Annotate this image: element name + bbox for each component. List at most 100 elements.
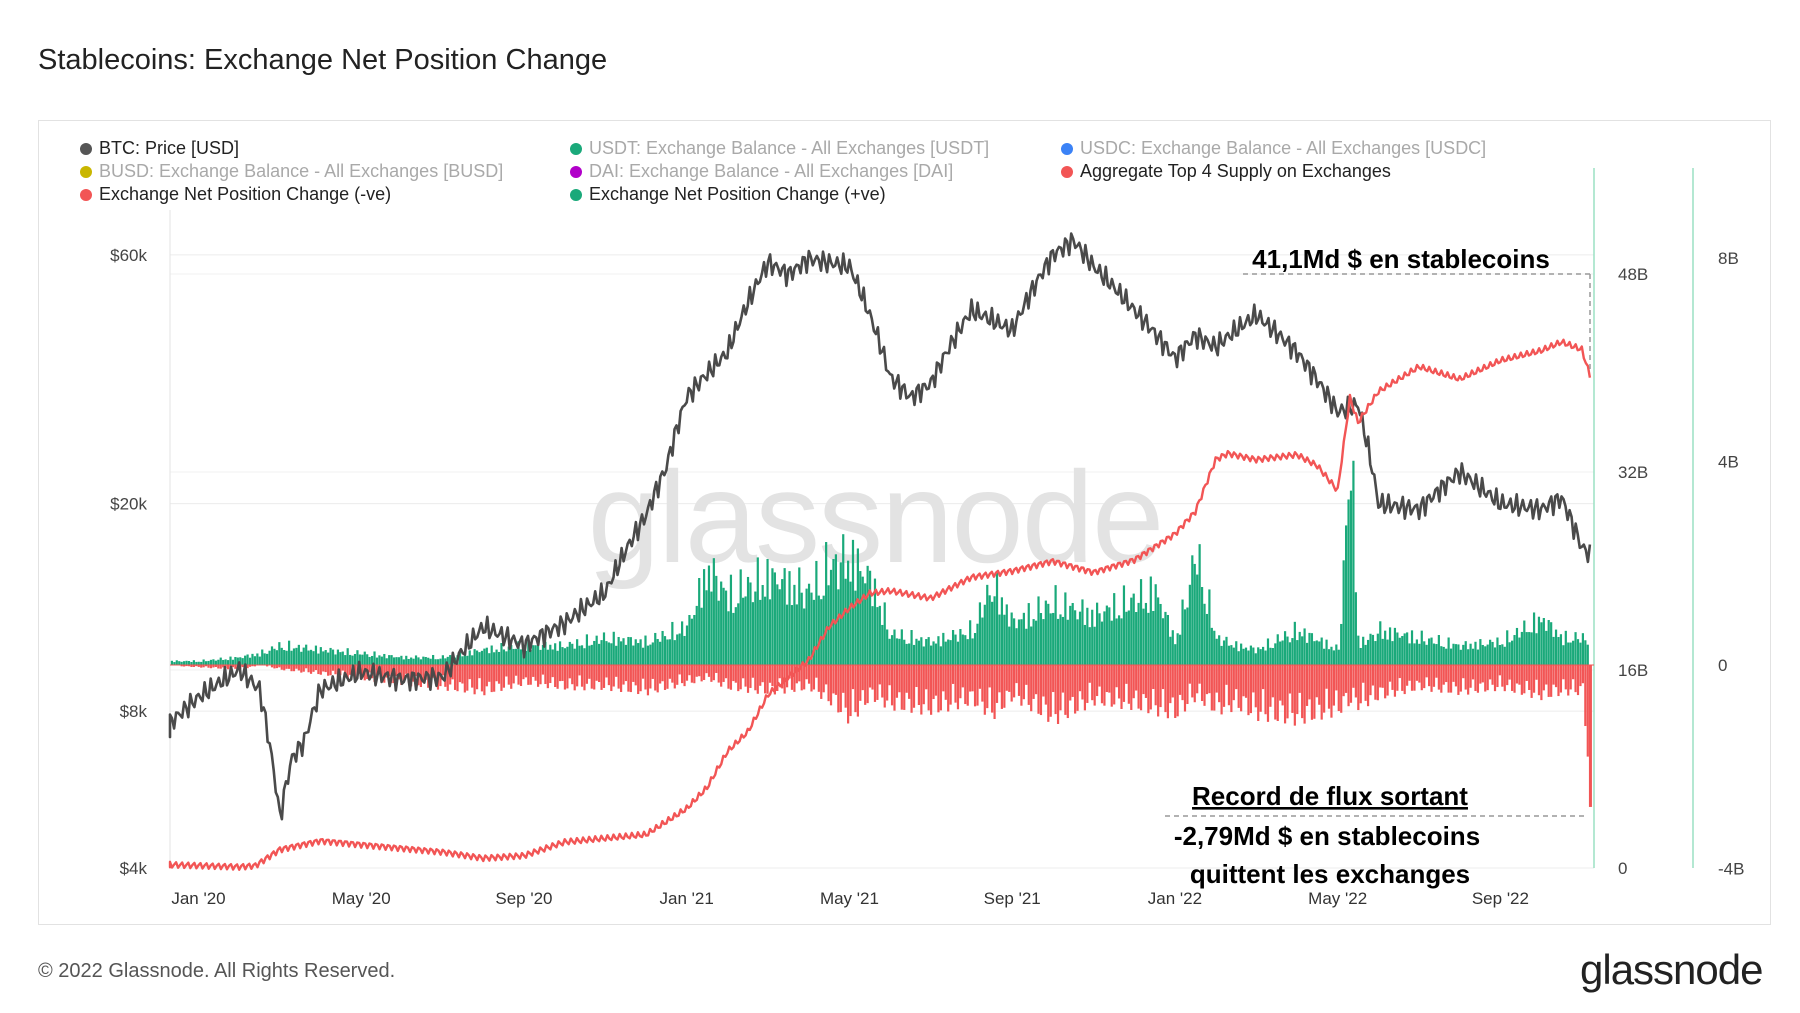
flow-bar-positive (1303, 628, 1306, 665)
flow-bar-positive (1381, 638, 1384, 665)
legend-dot-icon (80, 189, 92, 201)
flow-bar-positive (258, 656, 261, 665)
flow-bar-positive (1369, 633, 1372, 665)
flow-bar-negative (685, 665, 689, 681)
flow-bar-positive (1157, 597, 1160, 665)
flow-bar-negative (561, 665, 564, 681)
flow-bar-negative (1359, 665, 1362, 704)
flow-bar-positive (1039, 613, 1043, 665)
flow-bar-negative (324, 665, 327, 673)
flow-bar-positive (1147, 612, 1150, 665)
flow-bar-positive (544, 641, 547, 665)
flow-bar-positive (895, 638, 899, 665)
flow-bar-positive (1410, 630, 1414, 665)
flow-bar-positive (1327, 649, 1331, 665)
flow-bar-negative (1310, 665, 1314, 720)
flow-bar-positive (1276, 634, 1279, 665)
flow-bar-negative (1037, 665, 1040, 714)
legend-item[interactable]: USDT: Exchange Balance - All Exchanges [… (570, 138, 989, 159)
flow-bar-positive (1515, 627, 1519, 665)
flow-bar-negative (937, 665, 940, 713)
flow-bar-positive (1186, 607, 1189, 665)
flow-bar-negative (649, 665, 652, 689)
flow-bar-positive (309, 649, 313, 665)
flow-bar-positive (1203, 603, 1206, 665)
flow-bar-negative (588, 665, 591, 679)
flow-bar-negative (944, 665, 947, 700)
flow-bar-positive (361, 654, 364, 665)
flow-bar-positive (1117, 615, 1121, 665)
flow-bar-negative (1354, 665, 1357, 698)
flow-bar-positive (1371, 634, 1375, 665)
flow-bar-positive (1115, 618, 1118, 665)
flow-bar-positive (558, 641, 562, 665)
legend-label: Exchange Net Position Change (-ve) (99, 184, 392, 204)
flow-bar-negative (485, 665, 488, 687)
flow-bar-negative (871, 665, 874, 690)
legend-item[interactable]: DAI: Exchange Balance - All Exchanges [D… (570, 161, 953, 182)
legend-item[interactable]: Exchange Net Position Change (+ve) (570, 184, 886, 205)
legend-item[interactable]: Exchange Net Position Change (-ve) (80, 184, 391, 205)
flow-bar-positive (768, 599, 772, 665)
flow-bar-positive (556, 650, 559, 665)
flow-bar-negative (1113, 665, 1116, 705)
flow-bar-negative (1232, 665, 1235, 701)
flow-bar-negative (434, 665, 437, 684)
flow-bar-negative (1515, 665, 1519, 684)
flow-bar-negative (195, 665, 198, 667)
flow-bar-positive (1467, 649, 1470, 665)
flow-bar-negative (702, 665, 706, 680)
flow-bar-negative (1186, 665, 1189, 705)
legend-item[interactable]: BUSD: Exchange Balance - All Exchanges [… (80, 161, 503, 182)
legend-item[interactable]: Aggregate Top 4 Supply on Exchanges (1061, 161, 1391, 182)
flow-bar-negative (1235, 665, 1238, 690)
flow-bar-negative (766, 665, 769, 694)
flow-bar-negative (576, 665, 579, 687)
flow-bar-negative (1388, 665, 1392, 682)
flow-bar-positive (988, 595, 991, 665)
flow-bar-positive (956, 641, 960, 665)
flow-bar-negative (248, 665, 252, 667)
flow-bar-positive (317, 653, 320, 665)
flow-bar-positive (1445, 648, 1448, 665)
flow-bar-negative (1149, 665, 1152, 710)
flow-bar-positive (392, 657, 396, 665)
flow-bar-positive (746, 576, 750, 665)
flow-bar-positive (502, 649, 506, 665)
flow-bar-negative (1276, 665, 1279, 722)
flow-bar-positive (951, 630, 955, 665)
flow-bar-positive (1542, 618, 1545, 665)
flow-bar-positive (1269, 647, 1272, 665)
flow-bar-negative (746, 665, 750, 693)
flow-bar-positive (1393, 627, 1397, 665)
flow-bar-negative (1362, 665, 1365, 683)
flow-bar-positive (1313, 641, 1316, 665)
flow-bar-positive (890, 635, 894, 665)
flow-bar-positive (1347, 499, 1350, 665)
flow-bar-negative (1323, 665, 1326, 713)
flow-bar-positive (236, 657, 239, 665)
flow-bar-positive (224, 659, 227, 665)
flow-bar-positive (1484, 646, 1487, 665)
flow-bar-negative (1249, 665, 1252, 714)
flow-bar-negative (1081, 665, 1084, 700)
legend-item[interactable]: USDC: Exchange Balance - All Exchanges [… (1061, 138, 1486, 159)
flow-bar-positive (1110, 620, 1113, 665)
flow-bar-positive (554, 643, 557, 665)
flow-bar-positive (820, 599, 823, 665)
x-tick-label: May '21 (820, 889, 879, 908)
legend-dot-icon (80, 143, 92, 155)
flow-bar-positive (1264, 650, 1267, 665)
flow-bar-negative (1523, 665, 1526, 694)
flow-bar-positive (449, 655, 452, 665)
flow-bar-negative (632, 665, 635, 682)
flow-bar-negative (917, 665, 921, 706)
flow-bar-negative (1274, 665, 1277, 720)
flow-bar-positive (1559, 634, 1563, 665)
flow-bar-positive (180, 661, 183, 665)
legend-item[interactable]: BTC: Price [USD] (80, 138, 239, 159)
flow-bar-negative (1554, 665, 1558, 688)
flow-bar-negative (515, 665, 518, 676)
flow-bar-positive (1403, 633, 1406, 665)
flow-bar-negative (519, 665, 523, 687)
